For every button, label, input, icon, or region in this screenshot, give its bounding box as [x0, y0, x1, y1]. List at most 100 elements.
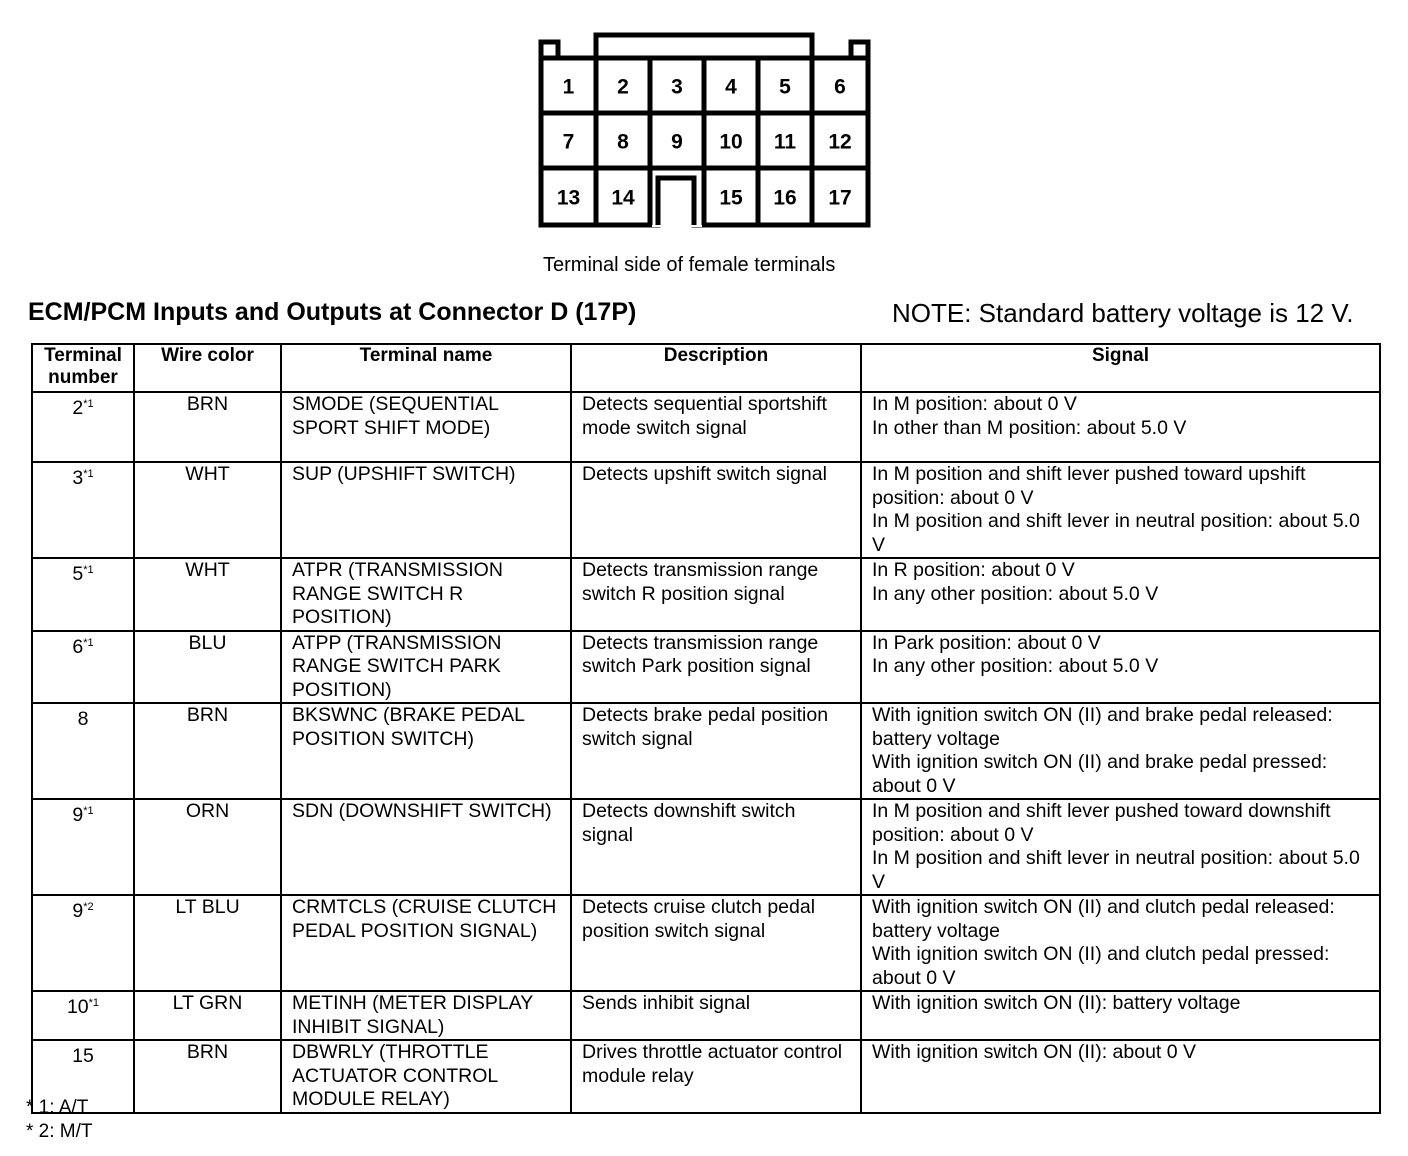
terminal-name: BKSWNC (BRAKE PEDAL POSITION SWITCH) [280, 702, 572, 800]
terminal-5: 5 [779, 76, 791, 99]
signal-line: In Park position: about 0 V [872, 631, 1101, 654]
description: Detects transmission range switch R posi… [570, 557, 862, 632]
signal-line: In any other position: about 5.0 V [872, 582, 1159, 605]
terminal-14: 14 [611, 187, 635, 210]
table-row: 8 BRN BKSWNC (BRAKE PEDAL POSITION SWITC… [31, 702, 1381, 800]
terminal-number: 15 [31, 1039, 135, 1114]
footnote-1: * 1: A/T [26, 1097, 89, 1118]
column-header: Wire color [133, 343, 282, 393]
terminal-17: 17 [828, 187, 851, 210]
footnote-mark: *1 [83, 564, 94, 576]
description: Sends inhibit signal [570, 990, 862, 1041]
terminal-number: 2*1 [31, 391, 135, 463]
terminal-number: 8 [31, 702, 135, 800]
terminal-15: 15 [719, 187, 743, 210]
footnote-mark: *1 [88, 997, 100, 1009]
signal-line: With ignition switch ON (II) and brake p… [872, 751, 1328, 797]
wire-color: LT BLU [133, 894, 282, 992]
signal-line: With ignition switch ON (II) and brake p… [872, 704, 1333, 750]
wire-color: BLU [133, 629, 282, 704]
column-header: Signal [860, 343, 1381, 393]
signal: In M position and shift lever pushed tow… [860, 461, 1381, 559]
wire-color: BRN [133, 702, 282, 800]
terminal-name: ATPR (TRANSMISSION RANGE SWITCH R POSITI… [280, 557, 572, 632]
io-table: Terminal number Wire color Terminal name De… [31, 343, 1381, 1114]
description: Detects brake pedal position switch sign… [570, 702, 862, 800]
table-row: 6*1 BLU ATPP (TRANSMISSION RANGE SWITCH … [31, 629, 1381, 704]
footnote-mark: *1 [83, 398, 94, 410]
terminal-name: METINH (METER DISPLAY INHIBIT SIGNAL) [280, 990, 572, 1041]
wire-color: WHT [133, 461, 282, 559]
terminal-name: SDN (DOWNSHIFT SWITCH) [280, 798, 572, 896]
terminal-name: SMODE (SEQUENTIAL SPORT SHIFT MODE) [280, 391, 572, 463]
signal-line: With ignition switch ON (II): battery vo… [872, 992, 1241, 1014]
terminal-9: 9 [671, 131, 683, 154]
description: Detects cruise clutch pedal position swi… [570, 894, 862, 992]
terminal-12: 12 [828, 131, 851, 154]
signal-line: In any other position: about 5.0 V [872, 655, 1159, 677]
description: Drives throttle actuator control module … [570, 1039, 862, 1114]
footnote-mark: *1 [83, 805, 94, 817]
column-header: Terminal number [31, 343, 135, 393]
footnote-mark: *1 [83, 468, 94, 480]
terminal-number: 6*1 [31, 629, 135, 704]
description: Detects upshift switch signal [570, 461, 862, 559]
table-row: 9*1 ORN SDN (DOWNSHIFT SWITCH) Detects d… [31, 798, 1381, 896]
terminal-3: 3 [671, 76, 683, 99]
terminal-7: 7 [563, 131, 575, 154]
wire-color: ORN [133, 798, 282, 896]
terminal-16: 16 [773, 187, 796, 210]
signal: In M position: about 0 V In other than M … [860, 391, 1381, 463]
table-row: 2*1 BRN SMODE (SEQUENTIAL SPORT SHIFT MO… [31, 391, 1381, 463]
footnote-2: * 2: M/T [26, 1121, 93, 1142]
terminal-8: 8 [617, 131, 629, 154]
signal-line: In M position and shift lever pushed tow… [872, 800, 1331, 846]
signal-line: In R position: about 0 V [872, 559, 1075, 581]
footnote-mark: *2 [83, 901, 94, 913]
signal-line: In M position and shift lever in neutral… [872, 510, 1360, 556]
signal: With ignition switch ON (II) and brake p… [860, 702, 1381, 800]
connector-caption: Terminal side of female terminals [543, 254, 836, 276]
terminal-name: ATPP (TRANSMISSION RANGE SWITCH PARK POS… [280, 629, 572, 704]
note: NOTE: Standard battery voltage is 12 V. [892, 298, 1354, 328]
wire-color: WHT [133, 557, 282, 632]
signal-line: With ignition switch ON (II) and clutch … [872, 896, 1335, 942]
column-header: Terminal name [280, 343, 572, 393]
terminal-number: 3*1 [31, 461, 135, 559]
terminal-number: 5*1 [31, 557, 135, 632]
column-header: Description [570, 343, 862, 393]
terminal-name: CRMTCLS (CRUISE CLUTCH PEDAL POSITION SI… [280, 894, 572, 992]
wire-color: BRN [133, 391, 282, 463]
page-title: ECM/PCM Inputs and Outputs at Connector … [28, 298, 637, 326]
signal: In R position: about 0 V In any other pos… [860, 557, 1381, 632]
wire-color: LT GRN [133, 990, 282, 1041]
terminal-2: 2 [617, 76, 629, 99]
terminal-name: DBWRLY (THROTTLE ACTUATOR CONTROL MODULE… [280, 1039, 572, 1114]
terminal-10: 10 [719, 131, 742, 154]
table-row: 3*1 WHT SUP (UPSHIFT SWITCH) Detects ups… [31, 461, 1381, 559]
signal-line: In M position and shift lever pushed tow… [872, 463, 1306, 509]
signal-line: In M position and shift lever in neutral… [872, 847, 1360, 893]
terminal-1: 1 [563, 76, 575, 99]
signal: In M position and shift lever pushed tow… [860, 798, 1381, 896]
description: Detects downshift switch signal [570, 798, 862, 896]
signal: In Park position: about 0 V In any other … [860, 629, 1381, 704]
terminal-13: 13 [557, 187, 580, 210]
terminal-number: 9*1 [31, 798, 135, 896]
table-row: 10*1 LT GRN METINH (METER DISPLAY INHIBI… [31, 990, 1381, 1041]
terminal-number: 9*2 [31, 894, 135, 992]
table-row: 5*1 WHT ATPR (TRANSMISSION RANGE SWITCH … [31, 557, 1381, 632]
signal: With ignition switch ON (II) and clutch … [860, 894, 1381, 992]
signal: With ignition switch ON (II): about 0 V [860, 1039, 1381, 1114]
signal-line: With ignition switch ON (II) and clutch … [872, 943, 1330, 989]
signal-line: With ignition switch ON (II): about 0 V [872, 1041, 1197, 1063]
wire-color: BRN [133, 1039, 282, 1114]
terminal-11: 11 [774, 131, 797, 154]
table-row: 9*2 LT BLU CRMTCLS (CRUISE CLUTCH PEDAL … [31, 894, 1381, 992]
signal: With ignition switch ON (II): battery vo… [860, 990, 1381, 1041]
description: Detects transmission range switch Park p… [570, 629, 862, 704]
table-row: 15 BRN DBWRLY (THROTTLE ACTUATOR CONTROL… [31, 1039, 1381, 1114]
description: Detects sequential sportshift mode switc… [570, 391, 862, 463]
terminal-number: 10*1 [31, 990, 135, 1041]
